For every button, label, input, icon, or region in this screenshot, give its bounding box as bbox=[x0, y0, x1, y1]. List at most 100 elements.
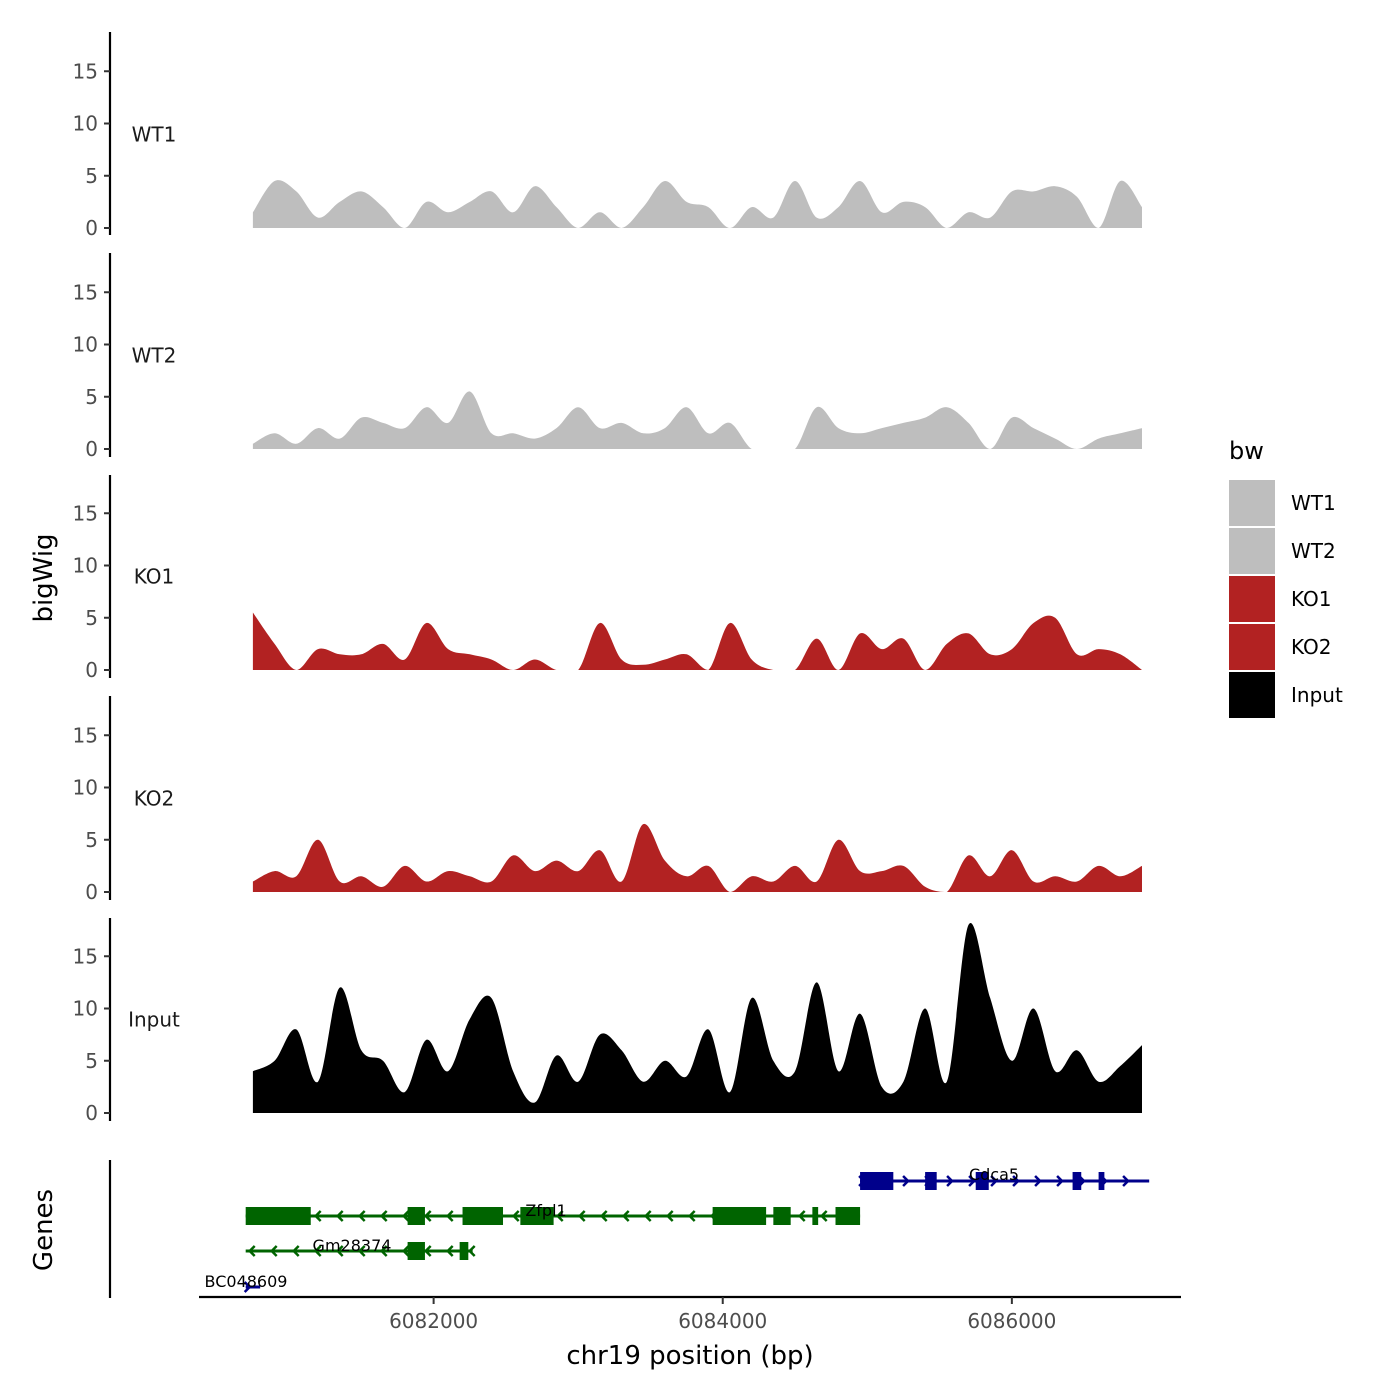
legend-key-wt2 bbox=[1229, 528, 1275, 574]
gene-label: Zfpl1 bbox=[525, 1201, 566, 1220]
legend: bw WT1 WT2 KO1 KO2 Input bbox=[1229, 437, 1343, 718]
track-label: KO1 bbox=[134, 564, 175, 588]
y-tick-label: 5 bbox=[85, 828, 98, 852]
gene-exon bbox=[407, 1242, 425, 1260]
track-label: WT2 bbox=[132, 343, 177, 367]
track-ko2: 0 5 10 15 KO2 bbox=[73, 696, 1142, 904]
legend-label-wt1: WT1 bbox=[1291, 491, 1336, 515]
y-tick-label: 0 bbox=[85, 1101, 98, 1125]
strand-arrow bbox=[269, 1245, 278, 1257]
signal-area-ko1 bbox=[252, 612, 1142, 670]
legend-label-input: Input bbox=[1291, 683, 1343, 707]
strand-arrow bbox=[902, 1175, 910, 1187]
x-axis-title: chr19 position (bp) bbox=[566, 1341, 813, 1371]
y-tick-label: 15 bbox=[73, 59, 98, 83]
y-tick-label: 10 bbox=[73, 112, 98, 136]
track-ko1: 0 5 10 15 KO1 bbox=[73, 475, 1142, 682]
strand-arrow bbox=[379, 1210, 388, 1222]
strand-arrow bbox=[599, 1210, 608, 1222]
y-tick-label: 5 bbox=[85, 1049, 98, 1073]
strand-arrow bbox=[1012, 1175, 1020, 1187]
gene-exon bbox=[925, 1172, 937, 1190]
strand-arrow bbox=[555, 1210, 564, 1222]
strand-arrow bbox=[687, 1210, 696, 1222]
gene-exon bbox=[245, 1207, 311, 1225]
gene-track: Cdca5 Zfpl1 Gm28374 BC048609 bbox=[108, 1160, 1150, 1298]
signal-area-wt2 bbox=[252, 391, 1142, 449]
gene-zfpl1: Zfpl1 bbox=[245, 1201, 861, 1225]
strand-arrow bbox=[990, 1175, 998, 1187]
strand-arrow bbox=[797, 1210, 806, 1222]
gene-exon bbox=[1072, 1172, 1082, 1190]
strand-arrow bbox=[1034, 1175, 1042, 1187]
gene-label: Cdca5 bbox=[969, 1165, 1019, 1184]
strand-arrow bbox=[621, 1210, 630, 1222]
y-tick-label: 5 bbox=[85, 606, 98, 630]
y-tick-label: 5 bbox=[85, 164, 98, 188]
strand-arrow bbox=[401, 1245, 410, 1257]
y-tick-label: 5 bbox=[85, 385, 98, 409]
strand-arrow bbox=[291, 1245, 300, 1257]
y-axis-title: bigWig bbox=[29, 533, 59, 622]
gene-exon bbox=[860, 1172, 894, 1190]
x-tick-label: 6086000 bbox=[967, 1309, 1056, 1333]
strand-arrow bbox=[1056, 1175, 1064, 1187]
gene-exon bbox=[462, 1207, 504, 1225]
strand-arrow bbox=[511, 1210, 520, 1222]
y-tick-label: 10 bbox=[73, 333, 98, 357]
gene-exon bbox=[1098, 1172, 1105, 1190]
strand-arrow bbox=[577, 1210, 586, 1222]
gene-exon bbox=[459, 1242, 469, 1260]
y-tick-label: 10 bbox=[73, 776, 98, 800]
legend-label-ko1: KO1 bbox=[1291, 587, 1332, 611]
track-wt2: 0 5 10 15 WT2 bbox=[73, 253, 1142, 461]
strand-arrow bbox=[247, 1245, 256, 1257]
gene-exon bbox=[773, 1207, 791, 1225]
legend-key-ko1 bbox=[1229, 576, 1275, 622]
strand-arrow bbox=[819, 1210, 828, 1222]
gene-exon bbox=[407, 1207, 425, 1225]
legend-key-input bbox=[1229, 672, 1275, 718]
legend-title: bw bbox=[1229, 437, 1264, 465]
gene-exon bbox=[975, 1172, 989, 1190]
genes-axis-title: Genes bbox=[29, 1189, 59, 1271]
legend-key-wt1 bbox=[1229, 480, 1275, 526]
signal-area-ko2 bbox=[252, 823, 1142, 892]
strand-arrow bbox=[665, 1210, 674, 1222]
y-tick-label: 15 bbox=[73, 501, 98, 525]
strand-arrow bbox=[401, 1210, 410, 1222]
y-tick-label: 15 bbox=[73, 944, 98, 968]
gene-gm28374: Gm28374 bbox=[245, 1236, 476, 1260]
gene-bc048609: BC048609 bbox=[205, 1272, 288, 1293]
gene-exon bbox=[835, 1207, 861, 1225]
strand-arrow bbox=[1122, 1175, 1130, 1187]
x-axis: 6082000 6084000 6086000 bbox=[199, 1295, 1181, 1333]
strand-arrow bbox=[968, 1175, 976, 1187]
y-tick-label: 0 bbox=[85, 437, 98, 461]
legend-label-ko2: KO2 bbox=[1291, 635, 1332, 659]
track-label: Input bbox=[128, 1007, 180, 1031]
signal-area-wt1 bbox=[252, 180, 1142, 228]
track-input: 0 5 10 15 Input bbox=[73, 918, 1142, 1125]
track-wt1: 0 5 10 15 WT1 bbox=[73, 32, 1142, 240]
legend-key-ko2 bbox=[1229, 624, 1275, 670]
gene-exon bbox=[712, 1207, 767, 1225]
gene-cdca5: Cdca5 bbox=[858, 1165, 1150, 1190]
strand-arrow bbox=[423, 1245, 432, 1257]
y-tick-label: 0 bbox=[85, 216, 98, 240]
strand-arrow bbox=[243, 1281, 252, 1293]
strand-arrow bbox=[335, 1210, 344, 1222]
strand-arrow bbox=[445, 1245, 454, 1257]
signal-area-input bbox=[252, 922, 1142, 1113]
gene-exon bbox=[812, 1207, 819, 1225]
signal-tracks: 0 5 10 15 WT1 0 5 10 15 WT2 0 5 10 15 KO1 0 5 10 15 KO2 0 5 10… bbox=[73, 32, 1142, 1125]
strand-arrow bbox=[313, 1245, 322, 1257]
y-tick-label: 0 bbox=[85, 658, 98, 682]
x-tick-label: 6082000 bbox=[389, 1309, 478, 1333]
strand-arrow bbox=[423, 1210, 432, 1222]
y-tick-label: 10 bbox=[73, 997, 98, 1021]
gene-label: BC048609 bbox=[205, 1272, 288, 1291]
gene-label: Gm28374 bbox=[313, 1236, 392, 1255]
strand-arrow bbox=[946, 1175, 954, 1187]
